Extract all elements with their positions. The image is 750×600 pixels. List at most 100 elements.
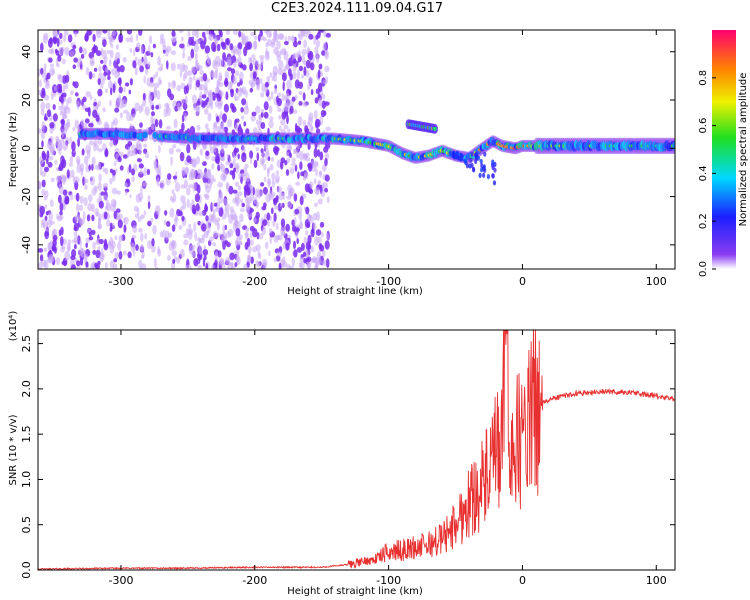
spectrogram-noise-point [265, 241, 269, 250]
spectrogram-noise-point [147, 240, 153, 250]
spectrogram-noise-point [260, 112, 264, 118]
spectrogram-noise-point [116, 58, 120, 65]
spectrogram-noise-point [268, 120, 274, 129]
spectrogram-noise-point [302, 92, 306, 101]
spectrogram-noise-point [222, 52, 227, 61]
spectrogram-noise-point [104, 56, 108, 62]
spectrogram-noise-point [285, 92, 290, 102]
spectrogram-noise-point [49, 155, 54, 161]
spectrogram-noise-point [243, 184, 250, 192]
spectrogram-noise-point [199, 237, 205, 244]
spectrogram-noise-point [181, 122, 185, 131]
spectrogram-noise-point [216, 222, 220, 231]
spectrogram-noise-point [287, 128, 291, 133]
y-tick-label: 0.0 [20, 561, 33, 579]
spectrogram-noise-point [81, 104, 87, 110]
x-tick-label: -100 [376, 574, 401, 587]
y-tick-label: -20 [20, 188, 33, 206]
spectrogram-noise-point [184, 113, 187, 122]
spectrogram-noise-point [226, 153, 230, 159]
spectrogram-noise-point [88, 52, 95, 59]
spectrogram-noise-point [249, 87, 253, 93]
colorbar-label: Normalized spectral amplitude [738, 73, 749, 227]
spectrogram-noise-point [127, 141, 133, 147]
spectrogram-noise-point [76, 265, 81, 269]
x-axis-label: Height of straight line (km) [287, 286, 423, 297]
spectrogram-noise-point [245, 90, 249, 98]
spectrogram-noise-point [47, 161, 53, 168]
spectrogram-noise-point [117, 219, 123, 229]
spectrogram-noise-point [211, 163, 215, 170]
spectrogram-noise-point [150, 124, 155, 131]
spectrogram-noise-point [301, 48, 307, 56]
spectrogram-noise-point [326, 196, 330, 204]
spectrogram-noise-point [85, 242, 88, 248]
spectrogram-noise-point [150, 217, 154, 223]
spectrogram-noise-point [322, 42, 327, 52]
spectrogram-noise-point [187, 56, 192, 61]
spectrogram-noise-point [269, 164, 274, 171]
spectrogram-noise-point [271, 178, 276, 188]
spectrogram-noise-point [80, 167, 84, 177]
spectrogram-noise-point [92, 249, 97, 255]
spectrogram-noise-point [60, 236, 64, 247]
spectrogram-noise-point [276, 40, 281, 50]
x-tick-label: 100 [646, 275, 667, 288]
spectrogram-noise-point [79, 46, 83, 54]
spectrogram-noise-point [67, 96, 72, 104]
spectrogram-noise-point [186, 264, 192, 269]
spectrogram-noise-point [53, 86, 58, 91]
spectrogram-noise-point [138, 149, 142, 155]
spectrogram-noise-point [103, 194, 108, 201]
spectrogram-noise-point [227, 262, 233, 269]
spectrogram-noise-point [255, 211, 260, 219]
x-tick-label: 0 [519, 574, 526, 587]
spectrogram-noise-point [222, 169, 228, 180]
spectrogram-noise-point [91, 73, 96, 79]
spectrogram-noise-point [59, 210, 63, 216]
spectrogram-noise-point [212, 242, 217, 247]
spectrogram-noise-point [321, 93, 326, 100]
spectrogram-noise-point [231, 55, 237, 64]
spectrogram-noise-point [157, 56, 162, 67]
spectrogram-noise-point [249, 62, 254, 72]
spectrogram-noise-point [207, 89, 213, 98]
spectrogram-noise-point [272, 65, 278, 76]
spectrogram-noise-point [184, 70, 188, 80]
spectrogram-noise-point [110, 43, 114, 49]
spectrogram-noise-point [234, 118, 240, 123]
spectrogram-noise-point [179, 248, 185, 258]
spectrogram-noise-point [127, 251, 132, 259]
y-tick-label: 2.0 [20, 380, 33, 398]
spectrogram-noise-point [87, 202, 93, 212]
spectrogram-noise-point [284, 36, 287, 41]
spectrogram-noise-point [183, 239, 189, 246]
spectrogram-noise-point [184, 95, 188, 105]
colorbar-tick-label: 0.0 [698, 261, 709, 277]
spectrogram-noise-point [40, 109, 45, 116]
spectrogram-noise-point [301, 54, 306, 64]
spectrogram-noise-point [172, 175, 178, 180]
spectrogram-noise-point [307, 50, 314, 61]
spectrogram-noise-point [285, 242, 290, 251]
spectrogram-noise-point [109, 99, 112, 107]
spectrogram-noise-point [259, 78, 263, 85]
spectrogram-noise-point [243, 46, 248, 57]
spectrogram-noise-point [91, 163, 94, 171]
spectrogram-noise-point [258, 232, 264, 240]
spectrogram-noise-point [301, 74, 304, 79]
spectrogram-noise-point [98, 173, 102, 183]
spectrogram-noise-point [288, 188, 293, 198]
spectrogram-noise-point [142, 182, 148, 187]
spectrogram-noise-point [171, 30, 176, 37]
spectrogram-noise-point [296, 238, 300, 244]
spectrogram-noise-point [222, 224, 226, 234]
spectrogram-noise-point [267, 156, 271, 161]
spectrogram-noise-point [123, 250, 127, 256]
spectrogram-noise-point [242, 64, 247, 71]
spectrogram-noise-point [198, 245, 203, 255]
spectrogram-noise-point [140, 214, 145, 220]
spectrogram-noise-point [44, 94, 50, 101]
spectrogram-noise-point [286, 144, 291, 152]
spectrogram-noise-point [266, 178, 272, 186]
